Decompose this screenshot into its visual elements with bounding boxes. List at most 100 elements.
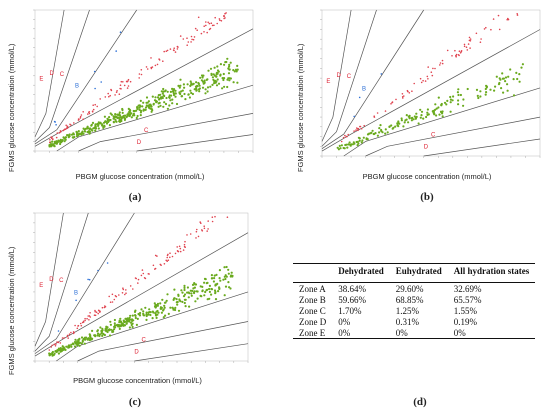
data-point	[118, 327, 121, 330]
data-point	[58, 132, 61, 134]
data-point	[431, 74, 434, 77]
data-point	[413, 115, 416, 118]
data-point	[67, 345, 70, 348]
data-point	[91, 129, 94, 132]
data-point	[65, 345, 68, 348]
data-point	[186, 37, 188, 39]
zone-letter-label: B	[74, 290, 78, 296]
table-cell: 29.60%	[389, 282, 448, 294]
data-point	[188, 305, 191, 308]
data-point	[515, 71, 518, 74]
data-point	[155, 316, 158, 319]
zone-letter-label: D	[424, 145, 429, 151]
data-point	[204, 88, 207, 91]
data-point	[80, 324, 83, 327]
data-point	[55, 136, 58, 139]
data-point	[223, 275, 226, 278]
data-point	[391, 101, 393, 104]
data-point	[166, 49, 169, 52]
data-point	[123, 118, 126, 121]
data-point	[209, 85, 212, 88]
data-point	[139, 311, 142, 315]
data-point	[203, 225, 205, 227]
data-point	[65, 124, 67, 127]
data-point	[197, 16, 200, 19]
data-point	[222, 72, 225, 76]
data-point	[174, 308, 177, 312]
data-point	[163, 263, 166, 265]
data-point	[504, 76, 508, 79]
data-point	[208, 22, 211, 25]
data-point	[118, 120, 122, 123]
zone-boundary-line	[56, 84, 254, 152]
data-point	[166, 254, 169, 257]
data-point	[485, 91, 488, 94]
data-point	[178, 245, 181, 248]
data-point	[168, 96, 171, 99]
table-header-cell: Euhydrated	[389, 263, 448, 283]
table-cell: 0%	[332, 327, 390, 339]
data-point	[104, 120, 107, 123]
data-point	[497, 83, 501, 86]
data-point	[97, 269, 99, 272]
data-point	[179, 247, 182, 250]
data-point	[160, 264, 162, 266]
data-point	[420, 110, 424, 113]
data-point	[223, 85, 226, 88]
data-point	[63, 337, 65, 339]
data-point	[103, 333, 106, 337]
data-point	[74, 324, 76, 327]
data-point	[353, 130, 355, 132]
data-point	[408, 116, 411, 119]
data-point	[226, 85, 229, 89]
data-point	[144, 306, 147, 309]
data-point	[49, 141, 51, 144]
data-point	[206, 230, 208, 232]
zone-boundary-line	[34, 212, 135, 354]
data-point	[207, 220, 209, 222]
data-point	[122, 319, 125, 322]
data-point	[504, 80, 507, 83]
zone-letter-label: C	[59, 278, 64, 284]
data-point	[109, 320, 112, 323]
data-point	[380, 73, 383, 75]
data-point	[59, 142, 62, 146]
data-point	[78, 337, 81, 340]
zone-boundary-line	[365, 116, 541, 157]
data-point	[94, 310, 96, 313]
data-point	[128, 320, 131, 323]
data-point	[145, 311, 148, 314]
data-point	[379, 124, 382, 127]
data-point	[164, 314, 167, 317]
data-point	[135, 109, 138, 112]
data-point	[361, 139, 364, 142]
data-point	[51, 143, 54, 146]
data-point	[216, 22, 218, 25]
data-point	[419, 116, 422, 119]
data-point	[49, 139, 51, 141]
data-point	[131, 319, 134, 322]
data-point	[360, 141, 363, 144]
data-point	[142, 310, 145, 313]
zone-boundary-line	[34, 9, 65, 138]
data-point	[152, 311, 155, 314]
data-point	[229, 287, 232, 290]
data-point	[100, 81, 102, 83]
data-point	[174, 95, 177, 98]
data-point	[219, 19, 221, 22]
data-point	[403, 95, 405, 97]
data-point	[183, 301, 186, 305]
data-point	[500, 87, 503, 90]
data-point	[109, 301, 112, 303]
data-point	[151, 109, 154, 112]
data-point	[95, 311, 98, 313]
data-point	[120, 117, 123, 120]
data-point	[187, 291, 190, 294]
data-point	[186, 44, 188, 46]
data-point	[489, 88, 492, 91]
data-point	[72, 132, 75, 135]
data-point	[97, 121, 100, 124]
data-point	[186, 286, 189, 289]
